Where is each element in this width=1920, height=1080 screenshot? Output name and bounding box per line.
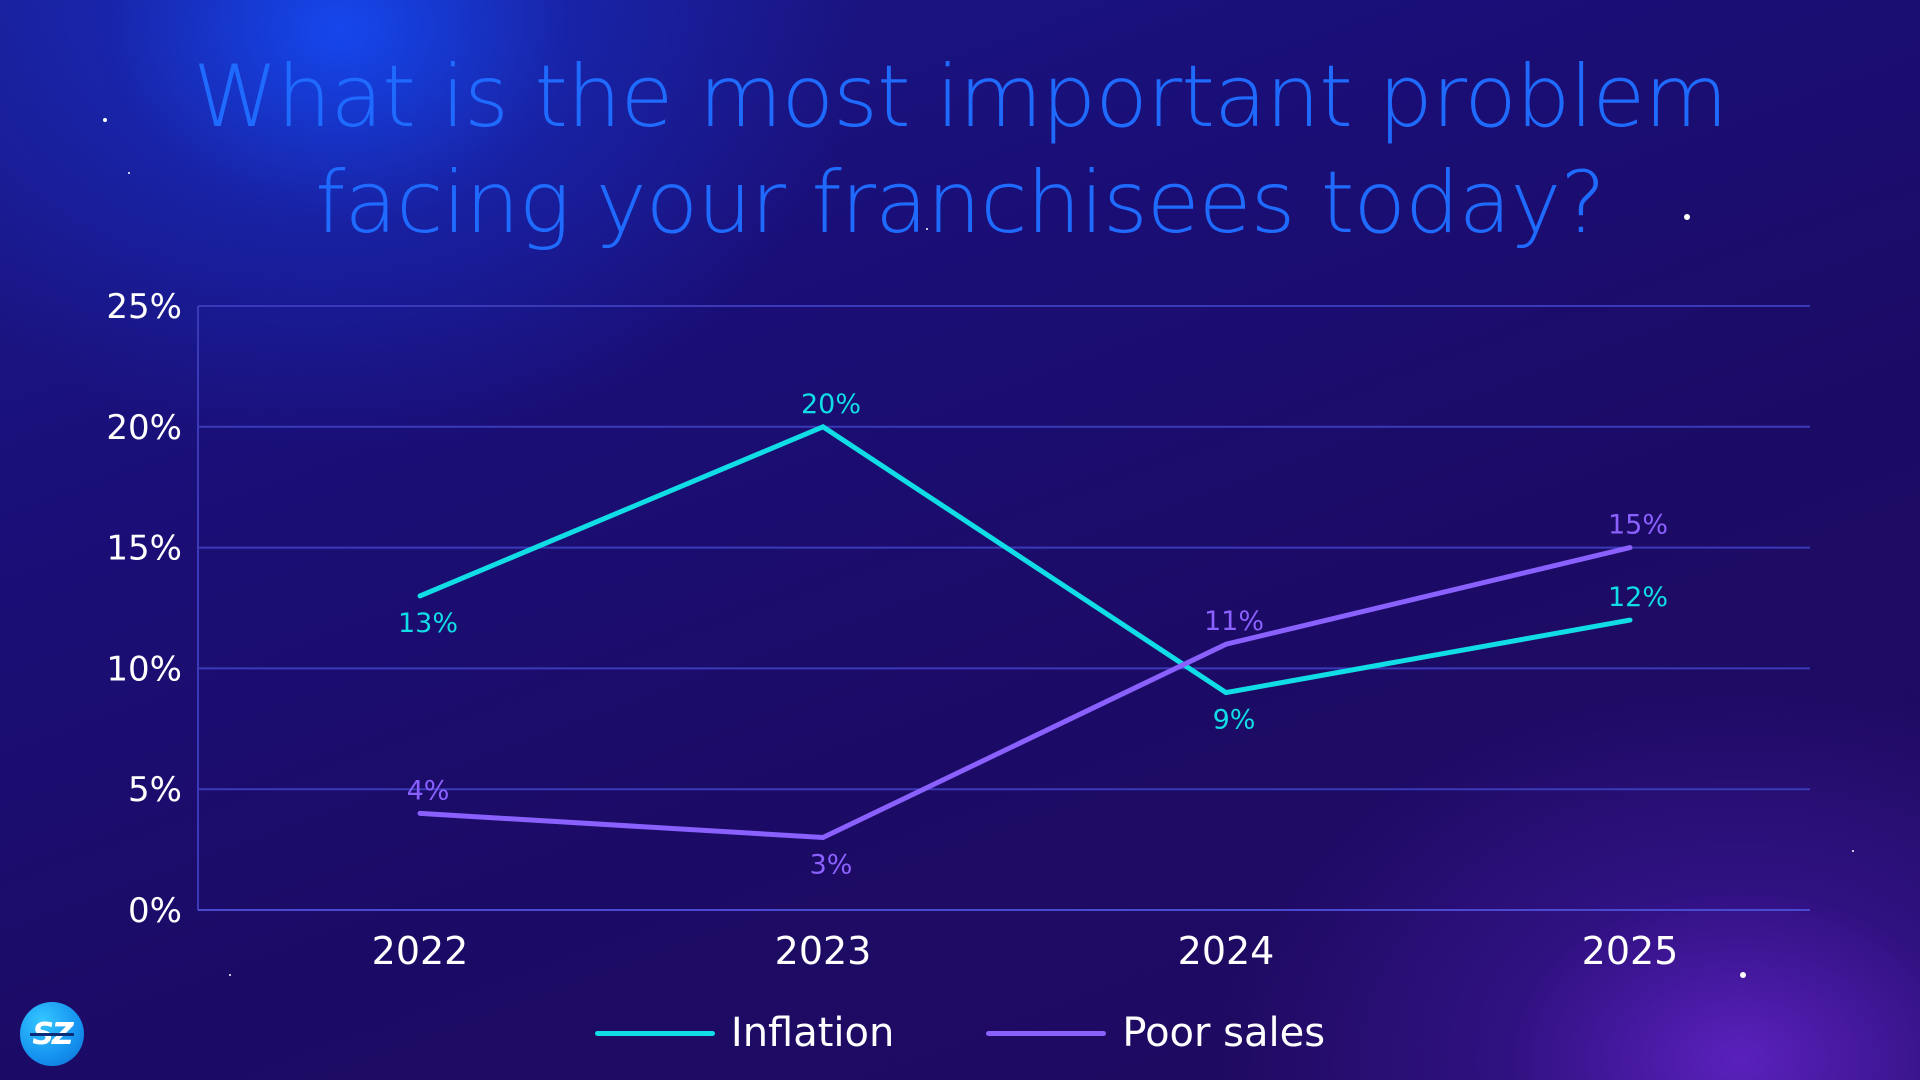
chart-legend: Inflation Poor sales [0,1010,1920,1056]
y-tick-label: 25% [106,287,182,327]
legend-label-inflation: Inflation [730,1010,895,1056]
series-line-poor-sales [417,545,1633,841]
y-tick-label: 20% [106,408,182,448]
data-label: 12% [1608,582,1668,613]
legend-label-poor-sales: Poor sales [1122,1010,1326,1056]
star-decoration [926,228,928,230]
series-line-inflation [417,423,1633,696]
star-decoration [103,118,107,122]
data-label: 3% [810,850,853,881]
data-label: 20% [801,389,861,420]
chart-title: What is the most important problem facin… [0,44,1920,256]
data-label: 4% [407,775,450,806]
legend-item-poor-sales: Poor sales [986,1010,1325,1056]
y-axis-ticks: 0% 5% 10% 15% 20% 25% [106,287,182,931]
sz-logo: SZ [20,1002,84,1066]
y-tick-label: 10% [106,649,182,689]
star-decoration [1740,972,1746,978]
star-decoration [229,974,231,976]
x-tick-label: 2025 [1582,929,1679,973]
y-tick-label: 5% [128,770,182,810]
y-tick-label: 0% [128,891,182,931]
series-lines [417,423,1633,841]
legend-swatch-poor-sales [986,1030,1107,1036]
star-decoration [128,172,130,174]
x-tick-label: 2023 [775,929,872,973]
x-axis-ticks: 2022 2023 2024 2025 [372,929,1679,973]
star-decoration [1684,214,1690,220]
title-line-2: facing your franchisees today? [315,153,1606,253]
legend-item-inflation: Inflation [594,1010,895,1056]
data-label: 11% [1204,606,1264,637]
title-line-1: What is the most important problem [192,47,1728,147]
x-tick-label: 2022 [372,929,469,973]
y-tick-label: 15% [106,529,182,569]
star-decoration [1852,850,1854,852]
data-label: 13% [398,608,458,639]
logo-bar [30,1033,74,1036]
data-label: 15% [1608,510,1668,541]
data-labels: 13% 20% 9% 12% 4% 3% 11% 15% [398,389,1668,881]
x-tick-label: 2024 [1178,929,1275,973]
legend-swatch-inflation [594,1030,715,1036]
data-label: 9% [1213,705,1256,736]
